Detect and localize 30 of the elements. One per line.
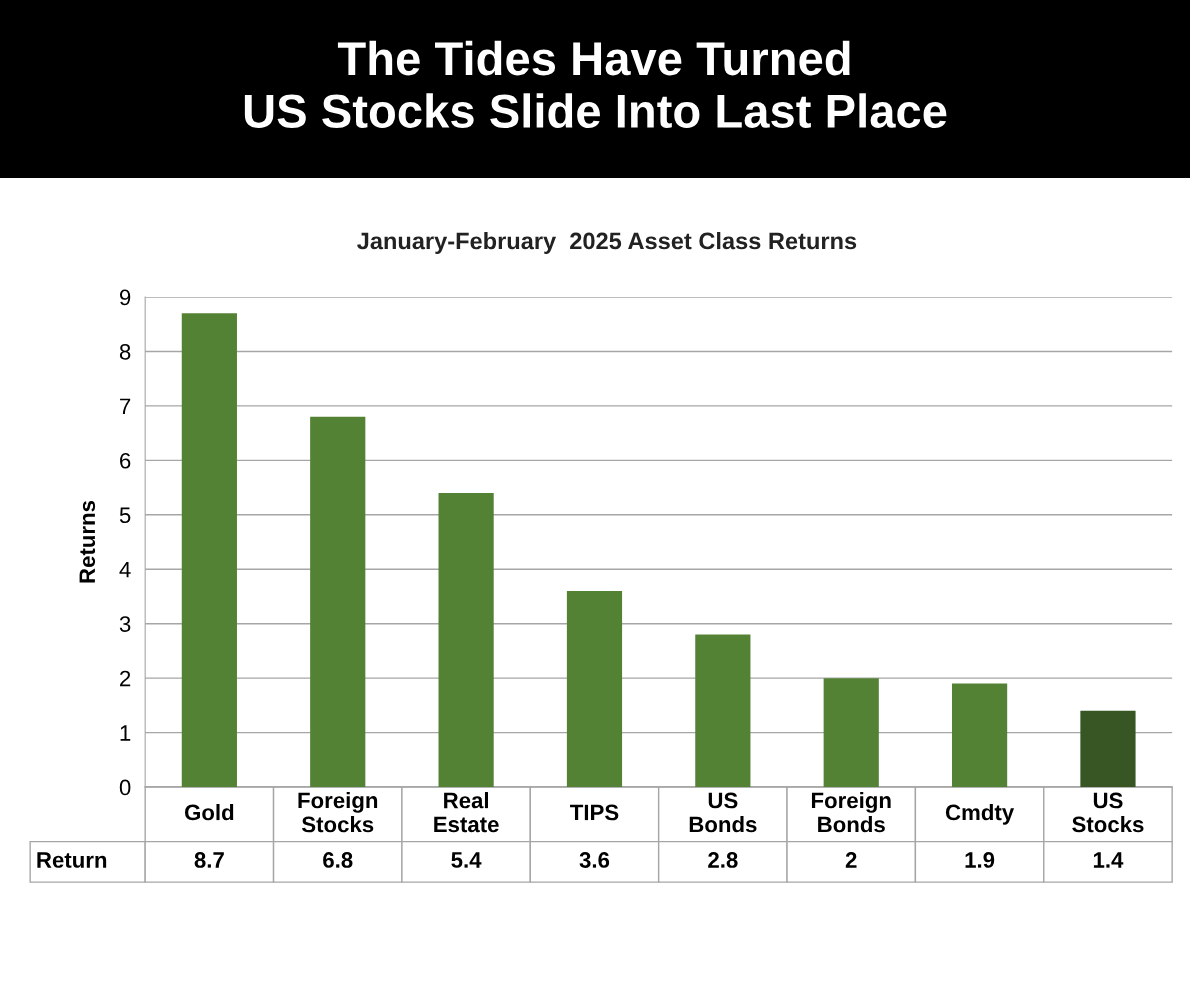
y-tick-label: 4 (119, 562, 131, 578)
data-label: 1.4 (1093, 852, 1124, 868)
chart-subtitle: January-February 2025 Asset Class Returns (357, 232, 857, 254)
data-label: 6.8 (323, 852, 353, 868)
data-label: 1.9 (965, 852, 995, 868)
x-tick-label: Foreign Stocks (298, 791, 378, 833)
x-tick-label: Real Estate (434, 792, 499, 833)
y-tick-label: 8 (119, 343, 131, 360)
y-tick-label: 3 (119, 616, 131, 632)
data-label: 8.7 (194, 852, 224, 868)
x-tick-label: Gold (184, 804, 234, 821)
text: Return (37, 852, 107, 868)
data-label: 5.4 (451, 852, 482, 868)
data-label: 3.6 (579, 852, 610, 868)
x-tick-label: US Stocks (1072, 792, 1144, 833)
chart-title: The Tides Have Turned US Stocks Slide Into Last Place (244, 40, 947, 128)
y-tick-label: 7 (120, 398, 131, 414)
x-tick-label: Cmdty (945, 804, 1015, 825)
y-axis-title: Returns (79, 500, 96, 583)
y-tick-label: 6 (120, 452, 131, 469)
data-label: 2.8 (708, 852, 738, 868)
y-tick-label: 9 (119, 289, 131, 306)
y-tick-label: 1 (120, 725, 131, 741)
y-tick-label: 0 (119, 779, 131, 796)
y-tick-label: 5 (119, 507, 131, 524)
data-label: 2 (845, 852, 857, 868)
x-tick-label: TIPS (570, 804, 619, 821)
x-tick-label: US Bonds (689, 792, 757, 833)
y-tick-label: 2 (120, 670, 131, 687)
x-tick-label: Foreign Bonds (811, 791, 891, 833)
